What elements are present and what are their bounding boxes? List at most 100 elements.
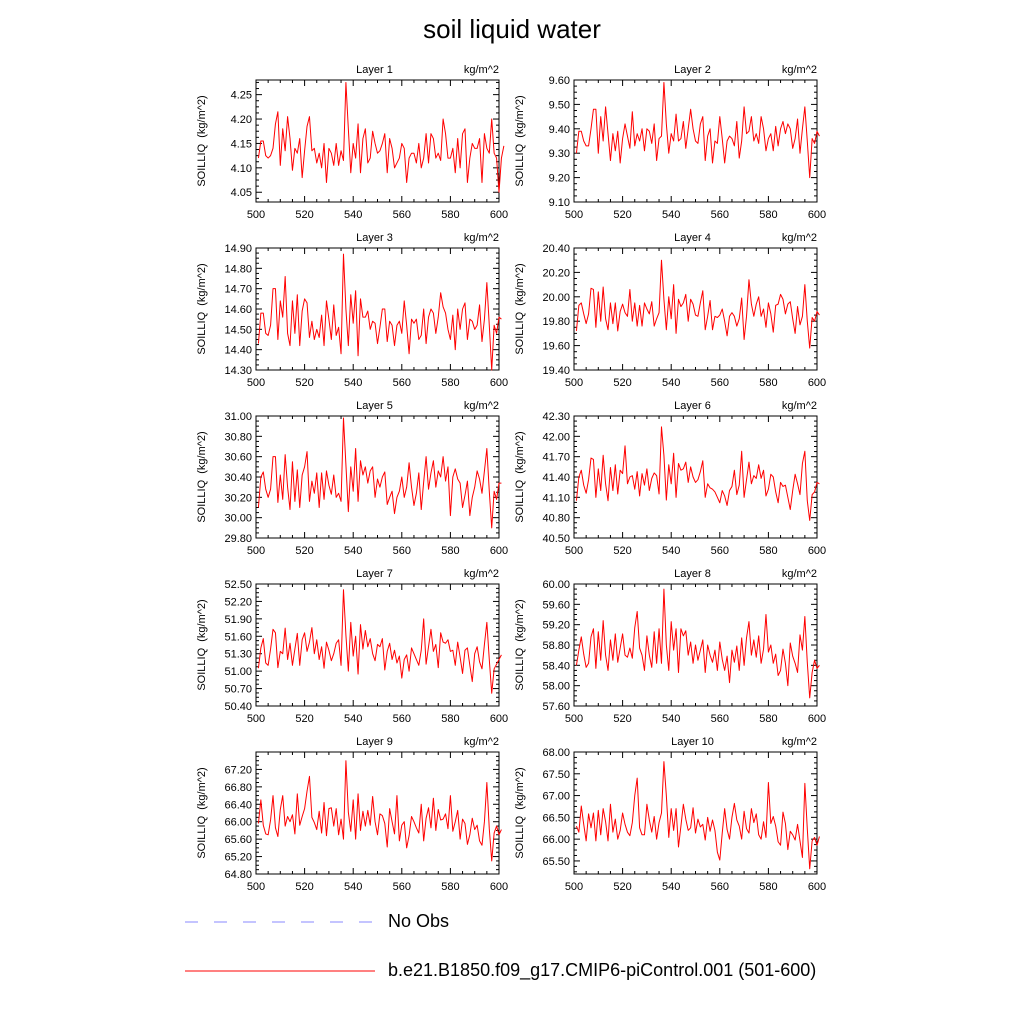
y-axis-label: SOILLIQ (kg/m^2): [514, 431, 526, 522]
y-tick-label: 42.30: [542, 411, 570, 423]
y-tick-label: 51.00: [224, 666, 252, 678]
panel-title: Layer 3: [356, 232, 393, 244]
series-line: [575, 588, 820, 699]
x-tick-label: 560: [711, 209, 729, 221]
y-tick-label: 9.50: [549, 99, 570, 111]
y-tick-label: 4.05: [231, 187, 252, 199]
series-line: [575, 426, 820, 521]
x-tick-label: 500: [565, 713, 583, 725]
x-tick-label: 600: [808, 545, 826, 557]
y-tick-label: 9.10: [549, 197, 570, 209]
plot-frame: [573, 247, 818, 371]
y-tick-label: 58.80: [542, 640, 570, 652]
y-tick-label: 4.25: [231, 90, 252, 102]
x-tick-label: 600: [490, 209, 508, 221]
panel-layer-1: 500 520 540 560 580 600 4.05 4.10 4.15 4.20 4.25 SO…: [196, 64, 508, 221]
panel-units: kg/m^2: [464, 736, 499, 748]
series-line: [257, 760, 502, 862]
plot-frame: [573, 751, 818, 875]
x-tick-label: 520: [295, 881, 313, 893]
series-line: [575, 761, 820, 870]
x-tick-label: 540: [662, 209, 680, 221]
series-line: [575, 259, 820, 349]
x-tick-label: 600: [490, 377, 508, 389]
x-tick-label: 540: [344, 881, 362, 893]
y-axis-label: SOILLIQ (kg/m^2): [196, 767, 208, 858]
y-tick-label: 20.20: [542, 267, 570, 279]
x-tick-label: 500: [247, 713, 265, 725]
x-tick-label: 540: [662, 377, 680, 389]
legend: [185, 921, 375, 972]
y-tick-label: 67.20: [224, 764, 252, 776]
panel-layer-7: 500 520 540 560 580 600 50.40 50.70 51.00 51.30 51…: [196, 568, 508, 725]
panel-layer-6: 500 520 540 560 580 600 40.50 40.80 41.10 41.40 41…: [514, 400, 826, 557]
x-tick-label: 560: [393, 713, 411, 725]
x-tick-label: 600: [490, 713, 508, 725]
x-tick-label: 520: [613, 713, 631, 725]
panel-title: Layer 1: [356, 64, 393, 76]
y-axis-label: SOILLIQ (kg/m^2): [196, 95, 208, 186]
x-tick-label: 540: [662, 545, 680, 557]
y-tick-label: 9.40: [549, 124, 570, 136]
y-tick-label: 30.40: [224, 472, 252, 484]
panel-title: Layer 8: [674, 568, 711, 580]
x-tick-label: 580: [441, 377, 459, 389]
panel-layer-3: 500 520 540 560 580 600 14.30 14.40 14.50 14.60 14…: [196, 232, 508, 389]
y-tick-label: 60.00: [542, 579, 570, 591]
panel-layer-4: 500 520 540 560 580 600 19.40 19.60 19.80 20.00 20…: [514, 232, 826, 389]
y-tick-label: 9.20: [549, 173, 570, 185]
y-tick-label: 58.00: [542, 681, 570, 693]
y-tick-label: 52.20: [224, 596, 252, 608]
series-line: [575, 81, 820, 179]
plot-frame: [255, 415, 500, 539]
panel-units: kg/m^2: [782, 400, 817, 412]
y-tick-label: 30.00: [224, 513, 252, 525]
y-tick-label: 29.80: [224, 533, 252, 545]
y-tick-label: 51.90: [224, 614, 252, 626]
x-tick-label: 600: [490, 545, 508, 557]
legend-label-model: b.e21.B1850.f09_g17.CMIP6-piControl.001 …: [388, 960, 817, 980]
x-tick-label: 560: [393, 377, 411, 389]
legend-label-no-obs: No Obs: [388, 911, 450, 931]
panel-units: kg/m^2: [782, 736, 817, 748]
x-tick-label: 520: [613, 881, 631, 893]
y-tick-label: 30.60: [224, 452, 252, 464]
y-tick-label: 51.30: [224, 649, 252, 661]
x-tick-label: 500: [565, 881, 583, 893]
y-tick-label: 67.50: [542, 769, 570, 781]
y-axis-label: SOILLIQ (kg/m^2): [514, 263, 526, 354]
x-tick-label: 500: [247, 377, 265, 389]
plot-frame: [255, 751, 500, 875]
panel-units: kg/m^2: [782, 64, 817, 76]
panel-title: Layer 9: [356, 736, 393, 748]
y-tick-label: 14.70: [224, 284, 252, 296]
x-tick-label: 540: [344, 209, 362, 221]
series-line: [257, 253, 502, 371]
y-tick-label: 9.60: [549, 75, 570, 87]
series-line: [257, 81, 505, 193]
plot-frame: [255, 79, 500, 203]
x-tick-label: 560: [711, 881, 729, 893]
y-axis-label: SOILLIQ (kg/m^2): [514, 767, 526, 858]
y-tick-label: 31.00: [224, 411, 252, 423]
y-tick-label: 14.90: [224, 243, 252, 255]
panel-title: Layer 4: [674, 232, 711, 244]
x-tick-label: 560: [711, 713, 729, 725]
panel-layer-2: 500 520 540 560 580 600 9.10 9.20 9.30 9.40 9.50 9.…: [514, 64, 826, 221]
x-tick-label: 500: [565, 377, 583, 389]
y-tick-label: 57.60: [542, 701, 570, 713]
x-tick-label: 540: [344, 545, 362, 557]
x-tick-label: 540: [344, 377, 362, 389]
x-tick-label: 540: [662, 881, 680, 893]
x-tick-label: 600: [808, 881, 826, 893]
y-tick-label: 66.40: [224, 799, 252, 811]
y-tick-label: 19.80: [542, 316, 570, 328]
y-tick-label: 66.80: [224, 782, 252, 794]
y-tick-label: 42.00: [542, 431, 570, 443]
panel-title: Layer 5: [356, 400, 393, 412]
panel-units: kg/m^2: [464, 568, 499, 580]
y-tick-label: 19.40: [542, 365, 570, 377]
y-tick-label: 14.80: [224, 263, 252, 275]
x-tick-label: 580: [759, 209, 777, 221]
